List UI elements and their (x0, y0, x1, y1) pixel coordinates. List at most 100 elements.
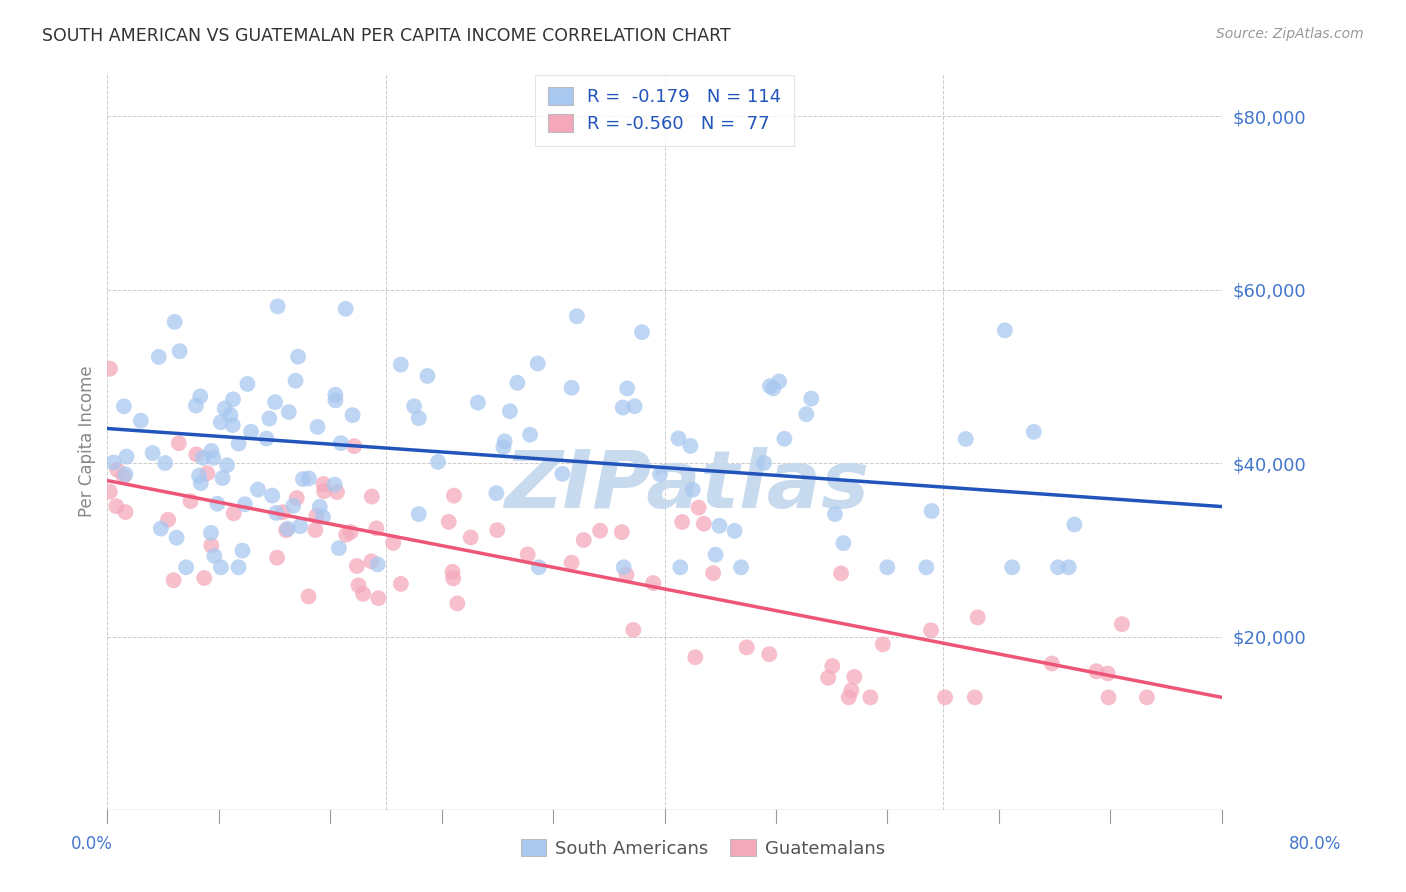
Point (610, 525, 633, 540)
Point (169, 344, 191, 359)
Point (408, 411, 430, 425)
Point (326, 485, 349, 500)
Point (129, 414, 152, 428)
Point (526, 357, 548, 371)
Point (167, 436, 190, 450)
Point (239, 425, 262, 439)
Point (830, 566, 852, 581)
Point (360, 554, 382, 568)
Legend: R =  -0.179   N = 114, R = -0.560   N =  77: R = -0.179 N = 114, R = -0.560 N = 77 (536, 75, 794, 145)
Point (688, 500, 710, 515)
Point (304, 523, 326, 537)
Point (114, 505, 136, 519)
Point (360, 490, 382, 504)
Point (222, 392, 245, 407)
Point (1097, 666, 1119, 681)
Point (527, 560, 550, 574)
Point (209, 560, 232, 574)
Point (551, 467, 574, 481)
Point (704, 548, 727, 562)
Point (202, 549, 225, 563)
Point (335, 301, 357, 316)
Point (271, 505, 294, 519)
Point (994, 323, 1017, 337)
Point (859, 690, 882, 705)
Point (817, 671, 839, 685)
Point (298, 471, 321, 485)
Point (561, 556, 583, 570)
Point (188, 389, 211, 403)
Point (366, 521, 388, 535)
Point (506, 376, 529, 390)
Point (1111, 617, 1133, 632)
Point (920, 624, 942, 638)
Point (1001, 560, 1024, 574)
Point (1085, 665, 1108, 679)
Point (621, 623, 644, 637)
Point (768, 375, 790, 389)
Text: 0.0%: 0.0% (70, 835, 112, 853)
Point (915, 560, 938, 574)
Point (328, 541, 350, 555)
Point (222, 418, 245, 433)
Point (494, 434, 516, 449)
Point (103, 455, 125, 469)
Point (207, 497, 229, 511)
Point (105, 500, 128, 514)
Point (648, 467, 671, 482)
Point (266, 550, 288, 565)
Point (98, 484, 121, 499)
Point (188, 468, 211, 483)
Point (209, 415, 232, 429)
Point (266, 506, 288, 520)
Point (262, 489, 284, 503)
Point (759, 379, 782, 393)
Point (437, 515, 460, 529)
Point (367, 591, 389, 606)
Point (343, 439, 366, 453)
Point (219, 408, 242, 422)
Point (157, 513, 180, 527)
Point (284, 374, 307, 388)
Point (794, 407, 817, 421)
Point (389, 577, 412, 591)
Point (267, 299, 290, 313)
Point (668, 432, 690, 446)
Point (441, 571, 464, 585)
Point (966, 610, 988, 624)
Point (723, 524, 745, 538)
Point (142, 446, 165, 460)
Point (1040, 657, 1063, 671)
Point (616, 567, 638, 582)
Legend: South Americans, Guatemalans: South Americans, Guatemalans (512, 830, 894, 867)
Point (112, 399, 135, 413)
Point (228, 560, 250, 574)
Point (288, 519, 311, 533)
Point (308, 500, 330, 514)
Point (277, 405, 299, 419)
Point (342, 408, 364, 422)
Point (693, 516, 716, 531)
Point (166, 531, 188, 545)
Point (214, 401, 236, 416)
Point (195, 467, 218, 481)
Point (352, 587, 374, 601)
Point (752, 456, 775, 470)
Point (184, 399, 207, 413)
Point (222, 506, 245, 520)
Point (1022, 425, 1045, 439)
Point (148, 350, 170, 364)
Point (307, 420, 329, 434)
Point (416, 368, 439, 383)
Point (492, 440, 515, 454)
Point (347, 578, 370, 592)
Point (1047, 560, 1070, 574)
Point (572, 533, 595, 547)
Point (921, 504, 943, 518)
Point (202, 450, 225, 465)
Point (844, 670, 866, 684)
Point (200, 525, 222, 540)
Point (613, 560, 636, 574)
Point (841, 683, 863, 698)
Point (98, 361, 121, 376)
